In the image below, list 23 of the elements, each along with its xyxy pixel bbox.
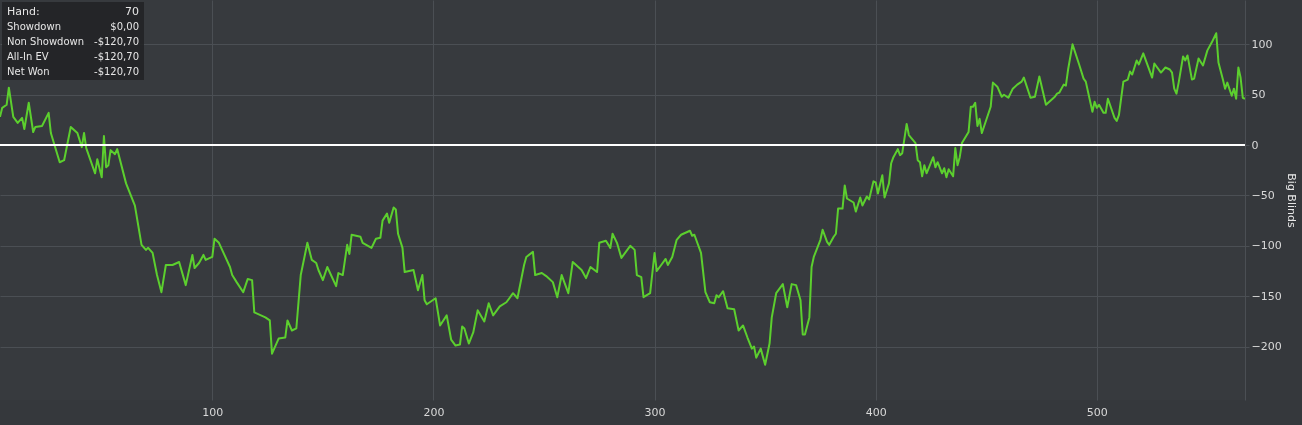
y-tick-label: −200 bbox=[1251, 340, 1282, 354]
y-tick-label: 0 bbox=[1251, 138, 1259, 152]
annotation: -$120,70 bbox=[94, 51, 139, 62]
x-tick-label: 500 bbox=[1086, 405, 1108, 419]
annotation: All-In EV bbox=[7, 51, 49, 62]
annotation: -$120,70 bbox=[94, 36, 139, 47]
y-tick-label: −50 bbox=[1251, 188, 1275, 202]
annotation: $0,00 bbox=[110, 21, 139, 32]
x-tick-label: 400 bbox=[865, 405, 887, 419]
x-tick-label: 100 bbox=[202, 405, 224, 419]
annotation: 70 bbox=[125, 5, 139, 18]
y-tick-label: 100 bbox=[1251, 37, 1273, 51]
annotation: Non Showdown bbox=[7, 36, 85, 47]
annotation: Showdown bbox=[7, 21, 61, 32]
y-axis-title: Big Blinds bbox=[1284, 173, 1298, 228]
annotation: Hand: bbox=[7, 5, 40, 18]
y-tick-label: −100 bbox=[1251, 239, 1282, 253]
x-tick-label: 300 bbox=[644, 405, 666, 419]
annotation: Net Won bbox=[7, 66, 50, 77]
y-tick-label: −150 bbox=[1251, 289, 1282, 303]
annotation: -$120,70 bbox=[94, 66, 139, 77]
x-tick-label: 200 bbox=[423, 405, 445, 419]
y-tick-label: 50 bbox=[1251, 88, 1266, 102]
